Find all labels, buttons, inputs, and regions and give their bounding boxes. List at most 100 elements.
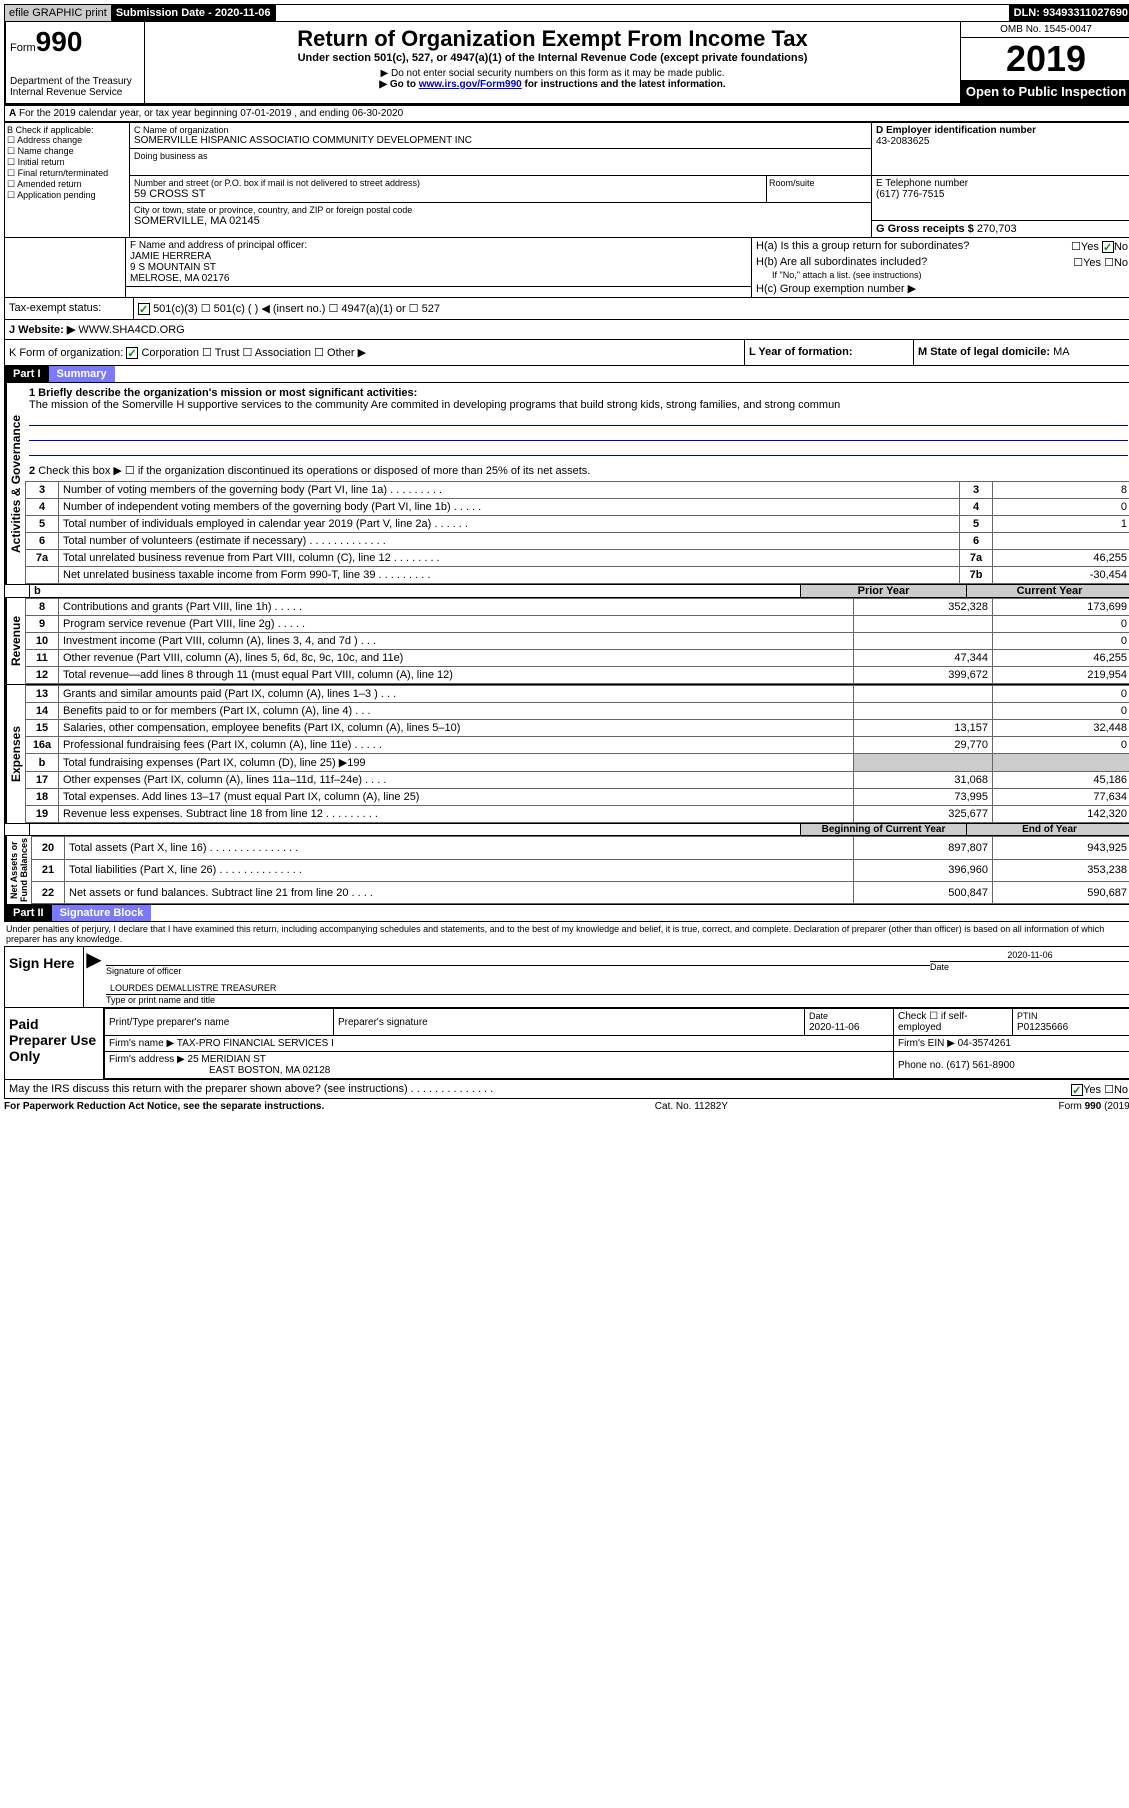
org-name-cell: C Name of organization SOMERVILLE HISPAN…	[130, 123, 871, 149]
h-b: H(b) Are all subordinates included? ☐Yes…	[752, 254, 1129, 270]
spacer-b	[5, 238, 126, 297]
hb-text: H(b) Are all subordinates included?	[756, 256, 927, 268]
q1-label: 1 Briefly describe the organization's mi…	[29, 387, 417, 399]
spacer	[276, 5, 1010, 21]
opt-amended[interactable]: ☐ Amended return	[7, 179, 127, 190]
f-label: F Name and address of principal officer:	[130, 240, 747, 251]
footer: For Paperwork Reduction Act Notice, see …	[4, 1099, 1129, 1114]
ha-text: H(a) Is this a group return for subordin…	[756, 240, 969, 252]
vhead-expenses: Expenses	[5, 685, 25, 823]
goto-pre: ▶ Go to	[379, 79, 418, 90]
open-public: Open to Public Inspection	[961, 80, 1129, 103]
sign-block: Sign Here ▶ Signature of officer 2020-11…	[4, 946, 1129, 1008]
part1-header: Part ISummary	[4, 366, 1129, 383]
gross-label: G Gross receipts $	[876, 223, 977, 235]
note-goto: ▶ Go to www.irs.gov/Form990 for instruct…	[149, 79, 956, 90]
opt-initial-return[interactable]: ☐ Initial return	[7, 157, 127, 168]
discuss-yes[interactable]	[1071, 1084, 1083, 1096]
firm-ein: Firm's EIN ▶ 04-3574261	[894, 1036, 1129, 1052]
box-d-e-g: D Employer identification number 43-2083…	[872, 123, 1129, 237]
ha-no-check[interactable]	[1102, 241, 1114, 253]
phone-cell: E Telephone number (617) 776-7515	[872, 176, 1129, 221]
sig-line-row: Signature of officer 2020-11-06 Date	[106, 949, 1129, 976]
officer-addr1: 9 S MOUNTAIN ST	[130, 262, 747, 273]
form-org-label: K Form of organization:	[9, 347, 123, 359]
subtitle: Under section 501(c), 527, or 4947(a)(1)…	[149, 52, 956, 64]
sig-date: 2020-11-06 Date	[930, 949, 1129, 976]
f-h-row: F Name and address of principal officer:…	[4, 238, 1129, 298]
b-label: b	[30, 585, 800, 597]
sub-date: 2020-11-06	[215, 7, 271, 19]
form-title: Return of Organization Exempt From Incom…	[149, 26, 956, 52]
netassets-table: 20Total assets (Part X, line 16) . . . .…	[31, 836, 1129, 904]
mission-q: 1 Briefly describe the organization's mi…	[25, 383, 1129, 460]
street-label: Number and street (or P.O. box if mail i…	[134, 178, 762, 188]
prep-table: Print/Type preparer's name Preparer's si…	[104, 1008, 1129, 1079]
city: SOMERVILLE, MA 02145	[134, 215, 867, 227]
tax-exempt-label: Tax-exempt status:	[5, 298, 134, 319]
dln: DLN: 93493311027690	[1010, 5, 1129, 21]
col-prior: Prior Year	[800, 585, 966, 597]
col-current: Current Year	[966, 585, 1129, 597]
gross-cell: G Gross receipts $ 270,703	[872, 221, 1129, 237]
prep-self-emp[interactable]: Check ☐ if self-employed	[894, 1009, 1013, 1036]
dln-value: 93493311027690	[1043, 7, 1128, 19]
box-h: H(a) Is this a group return for subordin…	[752, 238, 1129, 297]
ag-content: 1 Briefly describe the organization's mi…	[25, 383, 1129, 584]
prep-ptin: PTINP01235666	[1013, 1009, 1129, 1036]
na-header-row: Beginning of Current Year End of Year	[4, 824, 1129, 836]
header-center: Return of Organization Exempt From Incom…	[145, 22, 961, 103]
period-text: For the 2019 calendar year, or tax year …	[19, 108, 403, 119]
efile-print[interactable]: efile GRAPHIC print	[5, 5, 112, 21]
top-bar: efile GRAPHIC print Submission Date - 20…	[4, 4, 1129, 22]
part1-title: Summary	[49, 366, 115, 382]
printed-name: LOURDES DEMALLISTRE TREASURER	[106, 982, 1129, 995]
box-b-label: B Check if applicable:	[7, 125, 127, 135]
opt-final-return[interactable]: ☐ Final return/terminated	[7, 168, 127, 179]
org-form-row: K Form of organization: Corporation ☐ Tr…	[4, 340, 1129, 366]
footer-right: Form 990 (2019)	[1059, 1101, 1129, 1112]
check-corp[interactable]	[126, 347, 138, 359]
expenses-table: 13Grants and similar amounts paid (Part …	[25, 685, 1129, 823]
h-a: H(a) Is this a group return for subordin…	[752, 238, 1129, 254]
opt-name-change[interactable]: ☐ Name change	[7, 146, 127, 157]
firm-addr: Firm's address ▶ 25 MERIDIAN ST EAST BOS…	[105, 1052, 894, 1079]
dept-treasury: Department of the Treasury	[10, 76, 140, 87]
dba-cell: Doing business as	[130, 149, 871, 176]
omb-number: OMB No. 1545-0047	[961, 22, 1129, 38]
tax-status-row: Tax-exempt status: 501(c)(3) ☐ 501(c) ( …	[4, 298, 1129, 320]
penalty-text: Under penalties of perjury, I declare th…	[4, 922, 1129, 946]
tax-exempt-opts: 501(c)(3) ☐ 501(c) ( ) ◀ (insert no.) ☐ …	[134, 298, 1129, 319]
website-label: J Website: ▶	[9, 324, 75, 336]
dln-label: DLN:	[1014, 7, 1043, 19]
prep-sig-hdr: Preparer's signature	[334, 1009, 805, 1036]
street-cell: Number and street (or P.O. box if mail i…	[130, 176, 766, 202]
printed-name-label: Type or print name and title	[106, 995, 1129, 1005]
website-url[interactable]: WWW.SHA4CD.ORG	[78, 324, 184, 336]
box-b: B Check if applicable: ☐ Address change …	[5, 123, 130, 237]
opt-app-pending[interactable]: ☐ Application pending	[7, 190, 127, 201]
section-a: A For the 2019 calendar year, or tax yea…	[4, 105, 1129, 122]
q2-text: Check this box ▶ ☐ if the organization d…	[38, 465, 590, 477]
firm-phone: Phone no. (617) 561-8900	[894, 1052, 1129, 1079]
blank-line-3	[29, 441, 1128, 456]
prep-title: Paid Preparer Use Only	[5, 1008, 104, 1079]
ag-table: 3Number of voting members of the governi…	[25, 481, 1129, 584]
q1-text: The mission of the Somerville H supporti…	[29, 399, 840, 411]
b-row: b Prior Year Current Year	[4, 585, 1129, 598]
city-label: City or town, state or province, country…	[134, 205, 867, 215]
part1-num: Part I	[5, 366, 49, 382]
box-f: F Name and address of principal officer:…	[126, 238, 751, 287]
check-501c3[interactable]	[138, 303, 150, 315]
expenses-block: Expenses 13Grants and similar amounts pa…	[4, 685, 1129, 824]
opt-address-change[interactable]: ☐ Address change	[7, 135, 127, 146]
prep-name-hdr: Print/Type preparer's name	[105, 1009, 334, 1036]
phone-label: E Telephone number	[876, 178, 1128, 189]
netassets-block: Net Assets orFund Balances 20Total asset…	[4, 836, 1129, 905]
h-c: H(c) Group exemption number ▶	[752, 280, 1129, 297]
f-j-col: F Name and address of principal officer:…	[126, 238, 752, 297]
goto-link[interactable]: www.irs.gov/Form990	[419, 79, 522, 90]
sig-officer: Signature of officer	[106, 949, 930, 976]
col-end: End of Year	[966, 824, 1129, 835]
sign-content: Signature of officer 2020-11-06 Date LOU…	[104, 947, 1129, 1007]
